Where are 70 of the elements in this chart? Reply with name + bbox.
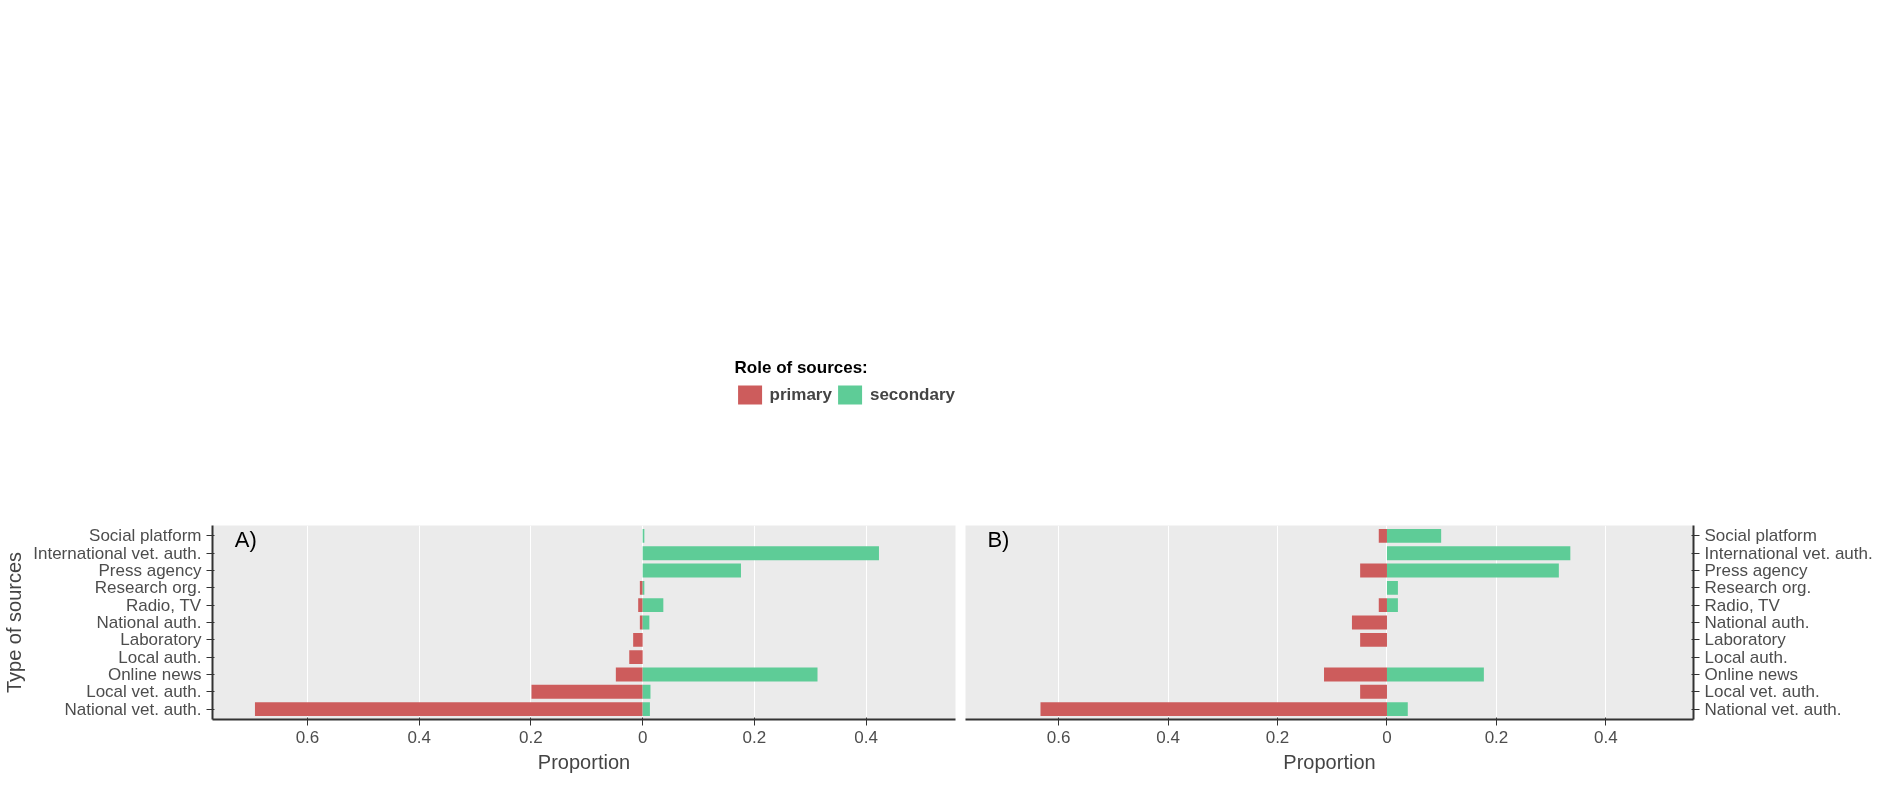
- y-tick-label: Research org.: [94, 578, 202, 598]
- bar: [1386, 528, 1442, 543]
- bar: [639, 615, 643, 630]
- y-tick-label: Local vet. auth.: [86, 682, 202, 702]
- legend-label: secondary: [869, 384, 955, 404]
- x-axis-title: Proportion: [537, 750, 631, 773]
- y-tick-label: Press agency: [1704, 561, 1808, 581]
- bar: [615, 667, 643, 682]
- annotation: B): [987, 527, 1010, 553]
- y-tick-label: National vet. auth.: [64, 699, 202, 719]
- y-tick-label: Online news: [1704, 664, 1799, 684]
- y-tick-label: Local auth.: [1704, 647, 1788, 667]
- bar: [1351, 615, 1387, 630]
- bar: [642, 684, 651, 699]
- bar: [642, 563, 741, 578]
- bar: [1386, 702, 1408, 717]
- x-tick-label: 0.4: [1156, 727, 1180, 747]
- y-tick-label: Local vet. auth.: [1704, 682, 1820, 702]
- legend-title: Role of sources:: [734, 357, 869, 377]
- bar: [642, 546, 879, 561]
- x-tick-label: 0: [637, 727, 648, 747]
- y-tick-label: International vet. auth.: [1704, 543, 1873, 563]
- x-tick-label: 0.2: [1265, 727, 1290, 747]
- bar: [1386, 563, 1559, 578]
- bar: [531, 684, 643, 699]
- bar: [629, 650, 643, 665]
- y-tick-label: Online news: [107, 664, 202, 684]
- y-tick-label: Social platform: [89, 526, 202, 546]
- bar: [1360, 563, 1387, 578]
- bar: [1386, 580, 1398, 595]
- y-tick-label: National auth.: [1704, 613, 1810, 632]
- x-tick-label: 0.4: [854, 727, 878, 747]
- bar: [254, 702, 643, 717]
- y-tick-label: Radio, TV: [1704, 595, 1781, 615]
- bar: [1378, 528, 1387, 543]
- x-tick-label: 0.4: [407, 727, 432, 747]
- bar: [1386, 546, 1571, 561]
- y-tick-label: Laboratory: [120, 630, 202, 650]
- legend-label: primary: [769, 384, 832, 404]
- y-tick-label: Laboratory: [1704, 630, 1787, 650]
- x-tick-label: 0: [1382, 727, 1392, 747]
- bar: [1324, 667, 1387, 682]
- y-tick-label: National vet. auth.: [1704, 699, 1842, 719]
- x-tick-label: 0.6: [295, 727, 320, 747]
- x-axis-title: Proportion: [1283, 750, 1376, 773]
- bar: [1360, 632, 1387, 647]
- bar: [642, 702, 650, 717]
- x-tick-label: 0.2: [742, 727, 767, 747]
- bar: [1386, 667, 1484, 682]
- x-tick-label: 0.4: [1594, 727, 1618, 747]
- bar: [1386, 598, 1398, 613]
- y-tick-label: Local auth.: [118, 647, 202, 667]
- x-tick-label: 0.2: [1484, 727, 1509, 747]
- x-tick-label: 0.2: [519, 727, 543, 747]
- y-tick-label: Radio, TV: [125, 595, 202, 615]
- annotation: A): [234, 527, 257, 553]
- y-tick-label: International vet. auth.: [33, 543, 202, 563]
- x-tick-label: 0.6: [1046, 727, 1071, 747]
- bar: [642, 598, 664, 613]
- y-axis-title: Type of sources: [3, 551, 26, 694]
- bar: [1378, 598, 1387, 613]
- bar: [1040, 702, 1387, 717]
- bar: [1360, 684, 1387, 699]
- y-tick-label: Research org.: [1704, 578, 1812, 598]
- y-tick-label: National auth.: [96, 613, 202, 632]
- bar: [633, 632, 643, 647]
- bar: [642, 667, 818, 682]
- y-tick-label: Press agency: [98, 561, 202, 581]
- y-tick-label: Social platform: [1704, 526, 1817, 546]
- bar: [638, 598, 643, 613]
